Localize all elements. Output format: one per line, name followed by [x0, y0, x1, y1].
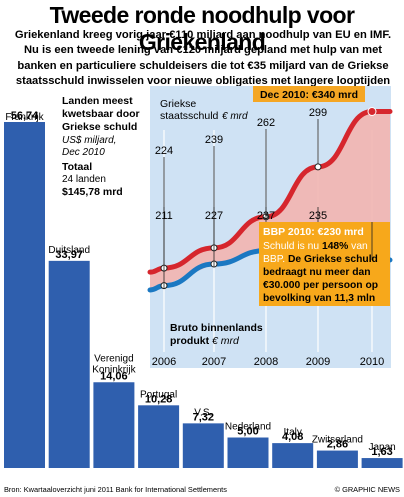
debt-point-2010	[367, 107, 377, 116]
callout-text-span: Schuld is nu	[263, 241, 322, 252]
bar-value-label: 33,97	[55, 249, 83, 261]
callout-line: €30.000 per persoon op	[263, 280, 378, 291]
debt-highlight-box	[253, 86, 365, 102]
bar-value-label: 5,00	[237, 426, 258, 438]
bar-value-label: 56,74	[11, 110, 39, 122]
category-label: Portugal	[140, 389, 177, 400]
bar	[316, 450, 358, 468]
source-note: Bron: Kwartaaloverzicht juni 2011 Bank f…	[4, 485, 227, 494]
callout-line: bevolking van 11,3 mln	[263, 293, 375, 304]
total-count: 24 landen	[62, 174, 106, 185]
debt-point	[314, 163, 322, 171]
bar-value-label: 7,32	[193, 411, 214, 423]
gdp-value-label: 211	[155, 210, 173, 222]
category-label: Nederland	[225, 422, 271, 433]
x-tick-label: 2010	[360, 356, 384, 368]
callout-text-span: bevolking van 11,3 mln	[263, 293, 375, 304]
bar-value-label: 4,08	[282, 431, 303, 443]
gdp-series-unit: € mrd	[212, 335, 240, 347]
total-label: Totaal	[62, 161, 92, 173]
bar-value-label: 14,06	[100, 370, 128, 382]
bar	[361, 458, 403, 468]
bar	[93, 382, 135, 468]
page-subtitle: Griekenland kreeg vorig jaar €110 miljar…	[6, 28, 400, 90]
x-tick-label: 2009	[306, 356, 330, 368]
bar	[4, 122, 45, 468]
debt-highlight-text: Dec 2010: €340 mrd	[260, 89, 358, 101]
subtitle-line: Nu is een tweede lening van €120 miljard…	[23, 44, 383, 57]
x-tick-label: 2006	[152, 356, 176, 368]
debt-series-title: Griekse	[160, 98, 196, 110]
callout-box	[259, 222, 390, 306]
bar-chart-title: Griekse schuld	[62, 121, 137, 133]
x-tick-label: 2007	[202, 356, 226, 368]
debt-series-title: staatsschuld	[160, 110, 219, 122]
callout-text-span: bedraagt nu meer dan	[263, 267, 371, 278]
bar	[227, 437, 269, 468]
bar	[48, 260, 90, 468]
category-label: Duitsland	[48, 245, 90, 256]
callout-text-span: BBP.	[263, 254, 288, 265]
callout-text-span: De Griekse schuld	[288, 254, 378, 265]
bar-chart-title: kwetsbaar door	[62, 108, 140, 120]
bar	[272, 443, 314, 468]
category-label: Frankrijk	[5, 112, 44, 123]
callout-line: Schuld is nu 148% van	[263, 241, 368, 252]
callout-line: BBP. De Griekse schuld	[263, 254, 378, 265]
callout-text-span: €30.000 per persoon op	[263, 280, 378, 291]
category-label: Verenigd	[94, 353, 133, 364]
debt-value-label: 262	[257, 117, 275, 129]
category-label: V.S.	[194, 407, 212, 418]
debt-series-unit: € mrd	[222, 111, 248, 122]
callout-text-span: van	[348, 241, 368, 252]
callout-line: bedraagt nu meer dan	[263, 267, 371, 278]
bar	[138, 405, 180, 468]
category-label: Koninkrijk	[92, 364, 136, 375]
gdp-series-title: produkt € mrd	[170, 335, 240, 347]
debt-value-label: 299	[309, 107, 327, 119]
subtitle-line: staatsschuld inwisselen voor nieuwe obli…	[15, 75, 391, 88]
total-value: $145,78 mrd	[62, 186, 123, 198]
debt-value-label: 239	[205, 134, 223, 146]
bar-value-label: 2,86	[327, 439, 348, 451]
credit: © GRAPHIC NEWS	[335, 485, 400, 494]
gdp-value-label: 235	[309, 210, 327, 222]
subtitle-line: banken en particuliere schuldeisers die …	[17, 59, 389, 72]
page-title: Tweede ronde noodhulp voor Griekenland	[49, 2, 355, 55]
subtitle-line: Griekenland kreeg vorig jaar €110 miljar…	[14, 29, 392, 41]
category-label: Italy	[284, 427, 302, 438]
bar-chart-unit: US$ miljard,	[62, 135, 116, 146]
bar-chart-date: Dec 2010	[62, 147, 105, 158]
gdp-value-label: 227	[205, 210, 223, 222]
bar	[182, 423, 224, 468]
gdp-value-label: 237	[257, 210, 275, 222]
category-label: Japan	[368, 442, 395, 453]
bar-value-label: 10,28	[145, 393, 173, 405]
gdp-series-title: Bruto binnenlands	[170, 322, 263, 334]
callout-text-span: 148%	[322, 241, 348, 252]
debt-value-label: 224	[155, 145, 173, 157]
callout-title: BBP 2010: €230 mrd	[263, 226, 364, 238]
x-tick-label: 2008	[254, 356, 278, 368]
bar-chart-title: Landen meest	[62, 95, 133, 107]
bar-value-label: 1,63	[371, 446, 392, 458]
category-label: Zwitserland	[312, 435, 363, 446]
